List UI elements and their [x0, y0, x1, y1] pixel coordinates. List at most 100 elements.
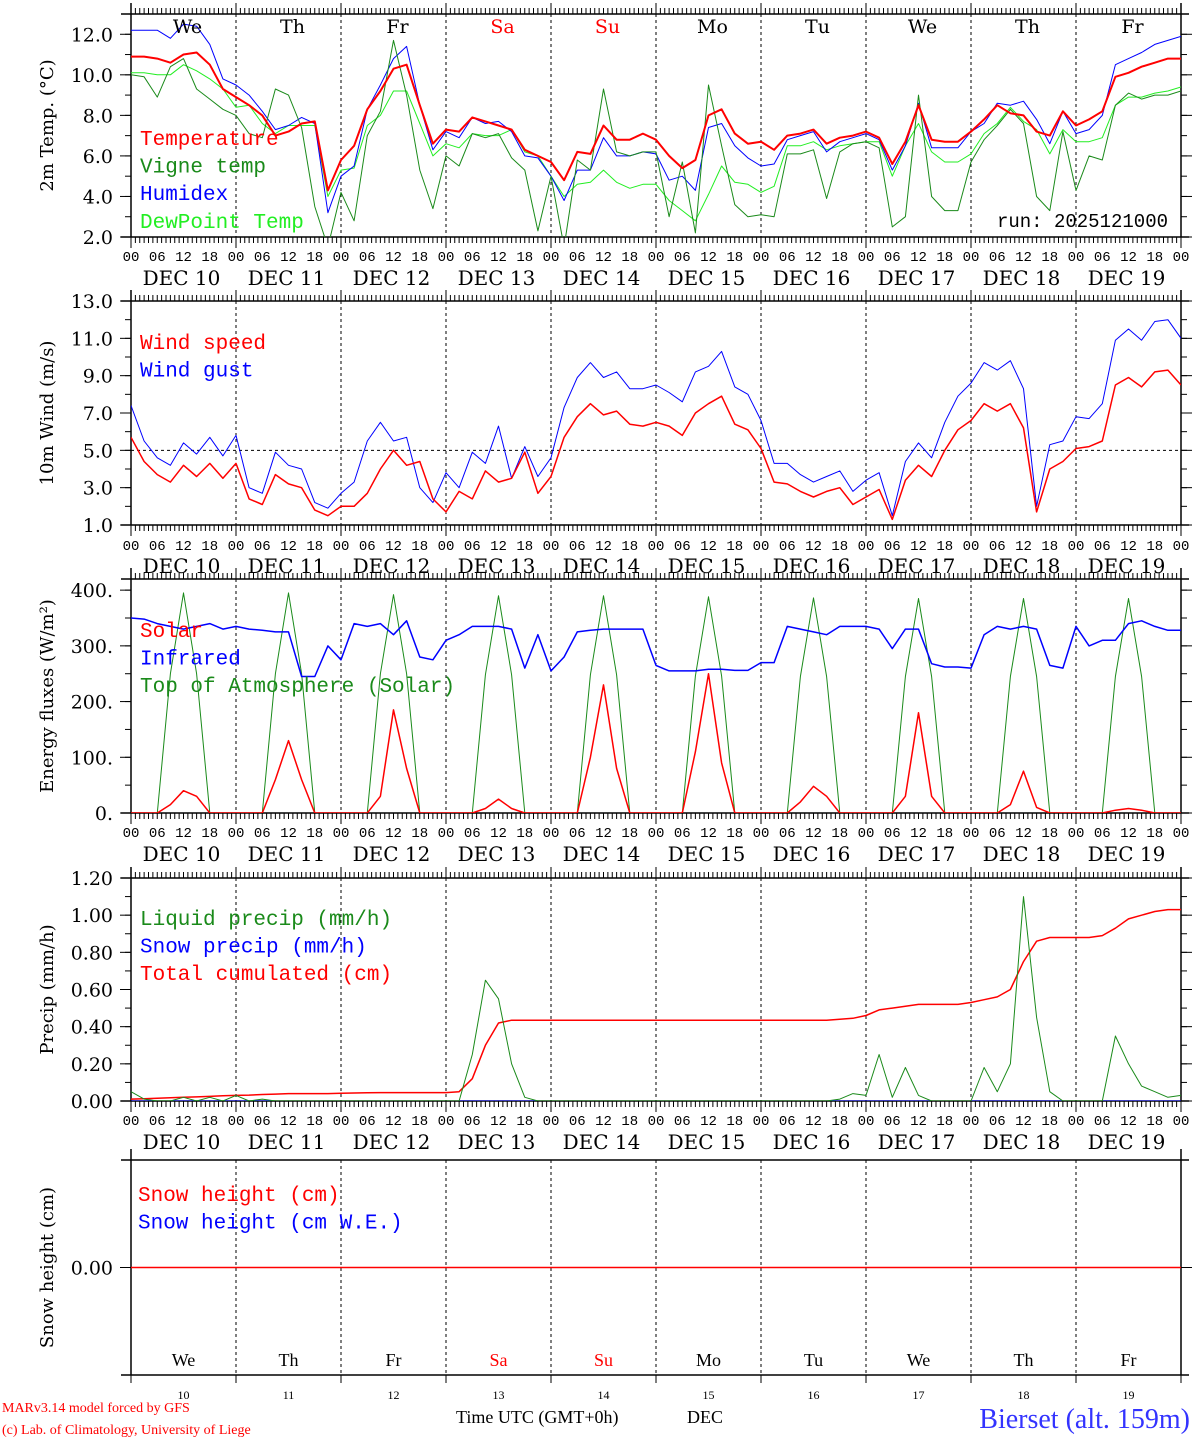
hour-label: 06 [674, 826, 691, 842]
series-line-dewpoint-temp [131, 64, 1181, 222]
y-axis-title: Snow height (cm) [37, 1187, 58, 1348]
date-label: DEC 13 [458, 554, 536, 578]
hour-label: 12 [385, 1114, 402, 1130]
series-group [131, 319, 1181, 521]
legend-entry: DewPoint Temp [140, 212, 304, 235]
hour-label: 06 [1094, 250, 1111, 266]
date-label: DEC 14 [563, 266, 641, 290]
hour-label: 00 [543, 1114, 560, 1130]
hour-label: 12 [175, 1114, 192, 1130]
hour-label: 06 [569, 539, 586, 555]
hour-label: 12 [175, 539, 192, 555]
hour-label: 00 [1173, 826, 1190, 842]
hour-label: 00 [228, 250, 245, 266]
date-label: DEC 11 [248, 554, 326, 578]
day-name: Th [1015, 16, 1040, 38]
hour-label: 18 [306, 1114, 323, 1130]
y-tick-label: 6.0 [83, 146, 113, 168]
hour-label: 06 [254, 539, 271, 555]
series-group [131, 592, 1181, 813]
y-tick-label: 11.0 [71, 328, 113, 350]
hour-label: 00 [1068, 1114, 1085, 1130]
hour-label: 06 [359, 539, 376, 555]
legend-entry: Snow height (cm W.E.) [138, 1213, 403, 1236]
hour-label: 06 [779, 250, 796, 266]
hour-label: 12 [385, 250, 402, 266]
lab-credit: (c) Lab. of Climatology, University of L… [2, 1423, 251, 1438]
hour-label: 00 [228, 1114, 245, 1130]
hour-label: 12 [595, 826, 612, 842]
date-label: DEC 13 [458, 266, 536, 290]
hour-label: 18 [306, 826, 323, 842]
hour-label: 06 [1094, 539, 1111, 555]
hour-label: 18 [726, 539, 743, 555]
hour-label: 12 [805, 539, 822, 555]
day-number: 13 [493, 1388, 505, 1402]
y-tick-label: 400. [71, 580, 113, 602]
legend-entry: Vigne temp [140, 157, 266, 180]
hour-label: 12 [805, 250, 822, 266]
hour-label: 12 [280, 539, 297, 555]
legend-entry: Wind gust [140, 361, 253, 384]
hour-label: 00 [438, 250, 455, 266]
hour-label: 06 [359, 1114, 376, 1130]
hour-label: 00 [753, 539, 770, 555]
date-label: DEC 19 [1088, 1130, 1166, 1154]
hour-label: 12 [1120, 250, 1137, 266]
date-label: DEC 15 [668, 554, 746, 578]
panel-3: 400. 300. 200. 100. 0. Energy fluxes (W/m²) So… [37, 568, 1192, 866]
hour-label: 00 [753, 1114, 770, 1130]
hour-label: 18 [411, 250, 428, 266]
hour-label: 18 [1146, 1114, 1163, 1130]
hour-label: 00 [963, 826, 980, 842]
hour-label: 06 [674, 1114, 691, 1130]
y-tick-label: 1.0 [83, 515, 113, 537]
hour-label: 00 [1173, 250, 1190, 266]
y-tick-label: 300. [71, 636, 113, 658]
date-label: DEC 10 [143, 266, 221, 290]
legend-entry: Total cumulated (cm) [140, 964, 392, 987]
hour-label: 06 [254, 250, 271, 266]
hour-label: 12 [700, 250, 717, 266]
hour-label: 18 [621, 250, 638, 266]
hour-label: 06 [989, 1114, 1006, 1130]
hour-label: 12 [280, 250, 297, 266]
date-label: DEC 19 [1088, 842, 1166, 866]
y-tick-label: 1.00 [71, 905, 113, 927]
y-tick-label: 4.0 [83, 186, 113, 208]
date-label: DEC 10 [143, 554, 221, 578]
date-label: DEC 16 [773, 842, 851, 866]
hour-label: 18 [831, 250, 848, 266]
date-label: DEC 19 [1088, 554, 1166, 578]
panel-5: 0.00 Snow height (cm) Snow height (cm) Snow… [37, 1149, 1192, 1402]
hour-label: 18 [831, 826, 848, 842]
y-tick-label: 0.20 [71, 1054, 113, 1076]
series-line-wind-gust [131, 319, 1181, 517]
hour-label: 00 [228, 539, 245, 555]
hour-label: 06 [149, 539, 166, 555]
day-number: 15 [703, 1388, 715, 1402]
date-label: DEC 18 [983, 842, 1061, 866]
day-name: Tu [804, 1350, 823, 1370]
y-tick-label: 2.0 [83, 227, 113, 249]
hour-label: 06 [989, 539, 1006, 555]
date-label: DEC 14 [563, 1130, 641, 1154]
hour-label: 06 [779, 826, 796, 842]
hour-label: 18 [516, 250, 533, 266]
hour-label: 12 [1015, 539, 1032, 555]
panel-1: 12.0 10.0 8.0 6.0 4.0 2.0 2m Temp. (°C) Tempera… [37, 3, 1192, 290]
day-number: 16 [808, 1388, 820, 1402]
hour-label: 18 [621, 539, 638, 555]
date-label: DEC 15 [668, 1130, 746, 1154]
hour-label: 00 [543, 250, 560, 266]
hour-label: 06 [884, 539, 901, 555]
hour-label: 12 [280, 1114, 297, 1130]
hour-label: 06 [464, 250, 481, 266]
hour-label: 18 [1146, 539, 1163, 555]
hour-label: 18 [411, 539, 428, 555]
date-label: DEC 17 [878, 1130, 956, 1154]
date-label: DEC 15 [668, 266, 746, 290]
hour-label: 00 [438, 539, 455, 555]
date-label: DEC 17 [878, 554, 956, 578]
hour-label: 12 [910, 1114, 927, 1130]
